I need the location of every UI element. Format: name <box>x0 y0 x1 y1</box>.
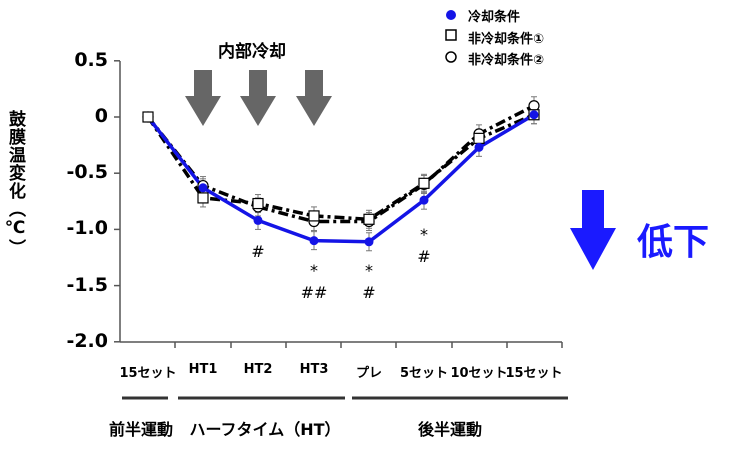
x-tick-marks <box>174 342 563 348</box>
x-tick-label: HT1 <box>188 362 218 377</box>
significance-mark: * <box>365 261 373 280</box>
significance-mark: # <box>362 283 376 302</box>
internal-cooling-label: 内部冷却 <box>218 42 286 62</box>
x-tick-label: HT2 <box>243 362 273 377</box>
significance-set5: * # <box>409 224 439 268</box>
legend-open-square-icon <box>445 29 457 41</box>
legend-open-circle-icon <box>445 51 457 63</box>
legend-item-noncooling-1: 非冷却条件① <box>468 28 544 47</box>
x-tick-label: 10セット <box>450 366 508 381</box>
phase-label-first-half: 前半運動 <box>108 420 173 439</box>
legend-item-noncooling-2: 非冷却条件② <box>468 49 544 68</box>
x-tick-label: 15セット <box>119 366 177 381</box>
legend-item-cooling: 冷却条件 <box>468 6 520 25</box>
y-tick-label: -2.0 <box>66 330 108 352</box>
internal-cooling-arrows <box>185 70 332 126</box>
x-tick-label: プレ <box>355 366 382 381</box>
significance-mark: # <box>417 247 431 266</box>
phase-label-second-half: 後半運動 <box>417 420 482 439</box>
y-tick-label: -0.5 <box>66 161 108 183</box>
y-axis-label: 鼓膜温変化（℃） <box>5 110 25 257</box>
y-tick-label: -1.5 <box>66 274 108 296</box>
legend-label: 冷却条件 <box>468 10 521 25</box>
y-tick-marks <box>114 60 120 343</box>
legend-filled-circle-icon <box>446 10 456 20</box>
significance-ht2: # <box>243 241 273 263</box>
significance-mark: * <box>420 225 428 244</box>
decrease-label: 低下 <box>637 222 710 263</box>
phase-label-halftime: ハーフタイム（HT） <box>189 420 341 439</box>
significance-mark: * <box>310 261 318 280</box>
x-tick-label: HT3 <box>299 362 329 377</box>
series-layer <box>142 96 540 252</box>
significance-pre: * # <box>354 260 384 304</box>
legend-label: 非冷却条件① <box>468 32 545 47</box>
significance-ht3: * ## <box>299 260 329 304</box>
y-tick-labels: 0.5 0 -0.5 -1.0 -1.5 -2.0 <box>28 0 108 468</box>
x-tick-label: 5セット <box>399 366 449 381</box>
decrease-arrow-icon <box>570 190 616 270</box>
significance-mark: # <box>251 242 265 261</box>
x-tick-label: 15セット <box>505 366 563 381</box>
y-tick-label: 0 <box>94 105 108 127</box>
legend-label: 非冷却条件② <box>468 53 545 68</box>
y-tick-label: 0.5 <box>74 49 108 71</box>
y-tick-label: -1.0 <box>66 217 108 239</box>
significance-mark: ## <box>300 283 328 302</box>
